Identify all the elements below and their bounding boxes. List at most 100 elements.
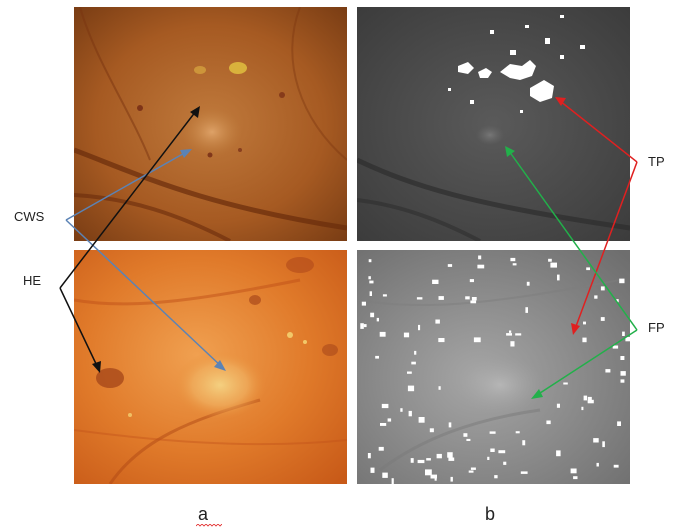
detection-speckle [620,371,626,376]
detection-speckle [550,262,557,268]
fp-arrow-top [508,150,638,331]
detection-speckle [546,420,551,425]
tp-arrow-top [559,100,638,163]
detection-speckle [429,428,434,433]
fp-arrows [505,146,638,399]
detection-speckle [494,475,498,479]
detection-speckle [620,379,625,383]
detection-speckle [600,317,605,321]
detection-speckle [466,438,471,441]
detection-speckle [368,276,371,280]
fundus-image-top [74,7,347,241]
detection-speckle [408,410,412,417]
detection-speckle [616,299,619,303]
he-arrowhead-bottom [92,361,101,373]
he-arrowhead-top [190,106,200,118]
cws-arrowhead-bottom [214,360,226,371]
detection-speckle [583,395,588,401]
he-arrow-top [59,110,197,289]
detection-speckle [563,382,568,385]
detection-speckle [367,453,371,459]
detection-speckle [407,371,412,374]
detection-speckle [434,475,437,481]
detection-speckle [582,337,587,343]
detection-speckle [360,323,364,329]
detection-speckle [477,264,485,269]
detection-speckle [510,341,515,347]
detection-speckle [586,267,590,271]
detection-speckle [363,324,367,328]
detection-speckle [426,458,431,461]
tp-arrows [555,97,638,335]
detection-speckle [487,456,490,460]
detection-image-top [357,7,630,241]
he-arrows [59,106,200,373]
detection-speckle [411,361,416,365]
detection-speckle [447,452,453,458]
detection-speckle [380,423,387,426]
detection-speckle [556,403,560,408]
detection-speckle [509,330,512,333]
detection-speckle [470,300,477,304]
detection-speckle [489,431,496,434]
detection-speckle [432,279,439,284]
detection-speckle [403,332,410,338]
detection-speckle [438,296,444,300]
detection-speckle [556,450,561,457]
detection-speckle [596,462,599,467]
label-cws: CWS [14,209,45,224]
detection-speckle [515,431,520,434]
detection-speckle [410,458,414,463]
detection-speckle [414,350,417,355]
detection-speckle [361,301,366,306]
detection-speckle [478,255,482,260]
detection-speckle [557,274,560,281]
detection-speckle [430,474,437,479]
detection-speckle [379,331,386,337]
detection-speckle [375,355,379,359]
detection-speckle [617,421,621,426]
label-tp: TP [648,154,665,169]
detection-speckle [619,278,625,284]
detection-speckle [594,295,598,299]
detection-speckle [465,296,470,300]
label-fp: FP [648,320,665,335]
detection-speckle [400,408,403,412]
detection-speckle [522,440,526,446]
detection-speckle [391,478,394,484]
label-he: HE [23,273,42,288]
detection-speckle [370,467,375,473]
detection-speckle [503,461,507,465]
cws-arrowhead-top [180,149,192,158]
detection-speckle [583,321,586,325]
detection-speckle [450,476,453,482]
detection-speckle [600,286,605,291]
he-arrow-bottom [59,287,99,369]
detection-speckle [416,297,423,300]
fp-arrowhead-top [505,146,515,157]
detection-speckle [418,417,425,423]
detection-speckle [382,294,387,297]
detection-speckle [612,345,619,349]
detection-speckle [448,422,452,428]
detection-speckle [490,448,495,452]
detection-speckle [525,307,528,313]
detection-speckle [469,279,474,283]
detection-speckle [369,291,372,296]
detection-speckle [473,337,481,343]
detection-image-bottom [357,250,630,484]
detection-speckle [381,403,389,409]
detection-speckle [417,459,425,464]
detection-speckle [407,385,415,392]
detection-speckle [581,406,584,411]
detection-speckle [387,418,392,422]
fp-arrowhead-bottom [531,389,543,399]
detection-speckle [438,338,445,343]
cws-arrows [65,149,226,371]
detected-lesion-dots [360,255,630,484]
detection-speckle [471,297,477,301]
fundus-image-bottom [74,250,347,484]
detection-speckle [602,441,605,448]
detection-speckle [613,464,619,468]
